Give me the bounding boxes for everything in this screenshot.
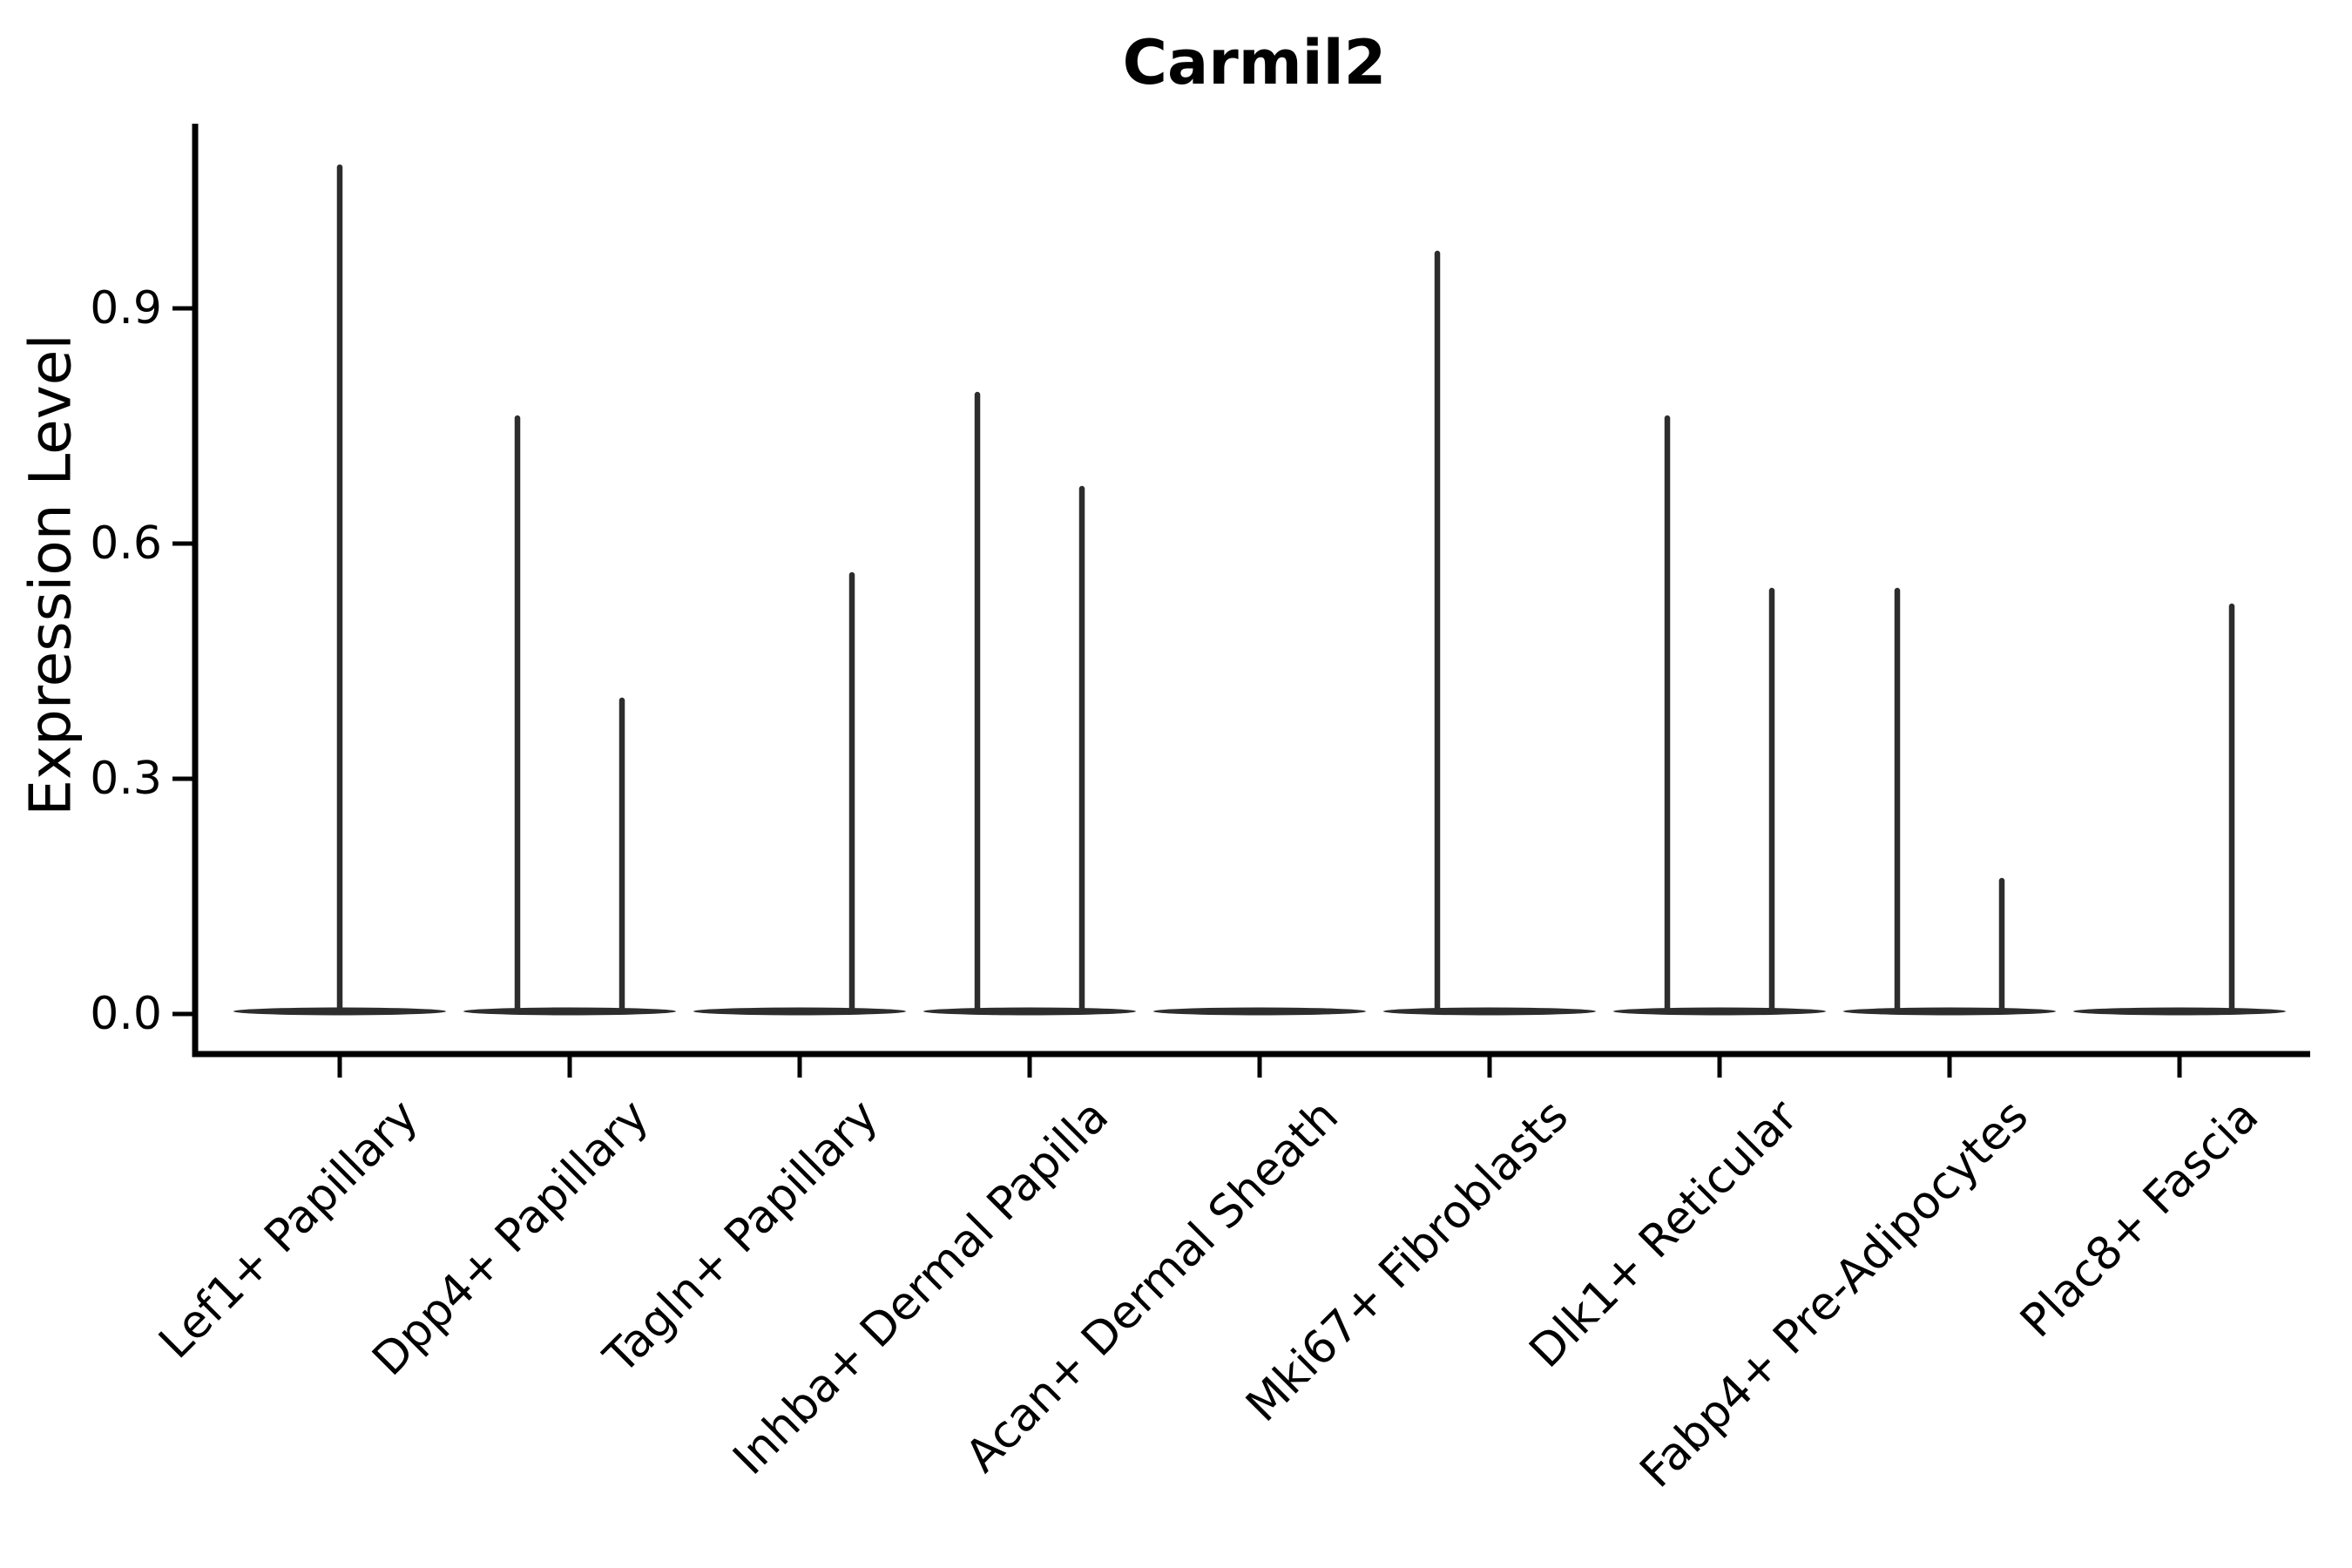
y-tick-label: 0.6 [90, 517, 162, 570]
violin-baseline [2073, 1007, 2286, 1016]
violin-baseline [693, 1007, 906, 1016]
y-tick-label: 0.0 [90, 988, 162, 1040]
violin-baseline [463, 1007, 676, 1016]
violin-baseline [1153, 1007, 1366, 1016]
violin-baseline [923, 1007, 1136, 1016]
chart-title: Carmil2 [1122, 27, 1387, 98]
y-tick-label: 0.9 [90, 282, 162, 335]
y-tick-label: 0.3 [90, 753, 162, 805]
violin-baseline [1843, 1007, 2056, 1016]
violin-baseline [1613, 1007, 1826, 1016]
violin-baseline [1383, 1007, 1596, 1016]
